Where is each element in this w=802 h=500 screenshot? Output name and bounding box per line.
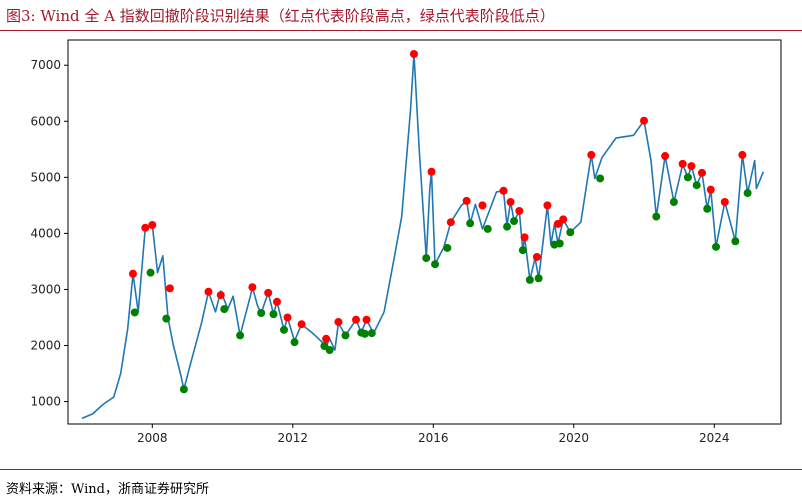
stage-high-point [334, 317, 343, 326]
stage-high-point [264, 288, 273, 297]
stage-low-point [743, 189, 752, 198]
stage-low-point [130, 308, 139, 317]
stage-low-point [367, 329, 376, 338]
x-tick-label: 2024 [699, 431, 730, 445]
figure-title: 图3: Wind 全 A 指数回撤阶段识别结果（红点代表阶段高点，绿点代表阶段低… [6, 7, 555, 25]
stage-high-point [706, 185, 715, 194]
high-points-layer [128, 50, 747, 343]
stage-high-point [478, 201, 487, 210]
y-tick-label: 7000 [30, 58, 61, 72]
stage-low-point [422, 254, 431, 263]
chart-svg: 2008 2012 2016 2020 2024 1000 2000 3000 4000 500… [30, 39, 782, 445]
stage-high-point [128, 269, 137, 278]
x-tick-label: 2016 [418, 431, 449, 445]
stage-high-point [283, 313, 292, 322]
stage-low-point [652, 212, 661, 221]
stage-low-point [236, 331, 245, 340]
stage-high-point [427, 167, 436, 176]
stage-high-point [322, 334, 331, 343]
x-tick-label: 2012 [278, 431, 309, 445]
stage-high-point [362, 315, 371, 324]
stage-low-point [692, 181, 701, 190]
stage-high-point [462, 196, 471, 205]
y-tick-label: 5000 [30, 170, 61, 184]
stage-low-point [280, 325, 289, 334]
stage-high-point [446, 218, 455, 227]
x-tick-label: 2020 [558, 431, 589, 445]
stage-low-point [566, 228, 575, 237]
stage-high-point [352, 315, 361, 324]
y-tick-label: 6000 [30, 114, 61, 128]
stage-high-point [697, 168, 706, 177]
source-note: 资料来源：Wind，浙商证券研究所 [6, 482, 209, 497]
source-rule [0, 469, 802, 470]
stage-low-point [466, 219, 475, 228]
stage-low-point [518, 246, 527, 255]
stage-high-point [661, 152, 670, 161]
stage-high-point [553, 219, 562, 228]
x-tick-label: 2008 [137, 431, 168, 445]
stage-high-point [515, 206, 524, 215]
stage-high-point [216, 291, 225, 300]
y-axis: 1000 2000 3000 4000 5000 6000 7000 [30, 58, 68, 409]
stage-high-point [678, 159, 687, 168]
stage-high-point [738, 150, 747, 159]
stage-high-point [520, 233, 529, 242]
stage-high-point [687, 162, 696, 171]
stage-low-point [510, 217, 519, 226]
y-tick-label: 2000 [30, 339, 61, 353]
stage-high-point [532, 252, 541, 261]
stage-low-point [360, 329, 369, 338]
stage-low-point [325, 346, 334, 355]
stage-low-point [483, 224, 492, 233]
y-tick-label: 1000 [30, 395, 61, 409]
stage-low-point [712, 242, 721, 251]
stage-low-point [596, 174, 605, 183]
stage-high-point [543, 201, 552, 210]
stage-high-point [587, 150, 596, 159]
stage-high-point [165, 284, 174, 293]
stage-high-point [559, 215, 568, 224]
stage-low-point [503, 222, 512, 231]
stage-low-point [162, 314, 171, 323]
stage-high-point [148, 220, 157, 229]
stage-high-point [640, 116, 649, 125]
stage-high-point [297, 320, 306, 329]
stage-high-point [499, 186, 508, 195]
index-series-line [81, 53, 765, 420]
stage-high-point [409, 50, 418, 59]
stage-low-point [683, 173, 692, 182]
series-layer [81, 53, 765, 420]
y-tick-label: 4000 [30, 226, 61, 240]
stage-low-point [534, 274, 543, 283]
stage-low-point [525, 275, 534, 284]
stage-high-point [141, 223, 150, 232]
stage-low-point [179, 385, 188, 394]
stage-low-point [443, 243, 452, 252]
stage-low-point [146, 268, 155, 277]
stage-high-point [506, 198, 515, 207]
low-points-layer [130, 173, 752, 394]
stage-low-point [290, 338, 299, 347]
stage-low-point [555, 239, 564, 248]
stage-high-point [720, 198, 729, 207]
stage-low-point [269, 310, 278, 319]
stage-low-point [257, 309, 266, 318]
x-axis: 2008 2012 2016 2020 2024 [137, 424, 730, 445]
stage-high-point [248, 283, 257, 292]
plot-frame [67, 39, 782, 425]
stage-low-point [431, 260, 440, 269]
stage-low-point [669, 198, 678, 207]
stage-low-point [703, 204, 712, 213]
stage-high-point [204, 287, 213, 296]
stage-low-point [731, 237, 740, 246]
y-tick-label: 3000 [30, 282, 61, 296]
stage-low-point [220, 305, 229, 314]
title-rule [0, 30, 802, 31]
stage-high-point [272, 297, 281, 306]
stage-low-point [341, 331, 350, 340]
